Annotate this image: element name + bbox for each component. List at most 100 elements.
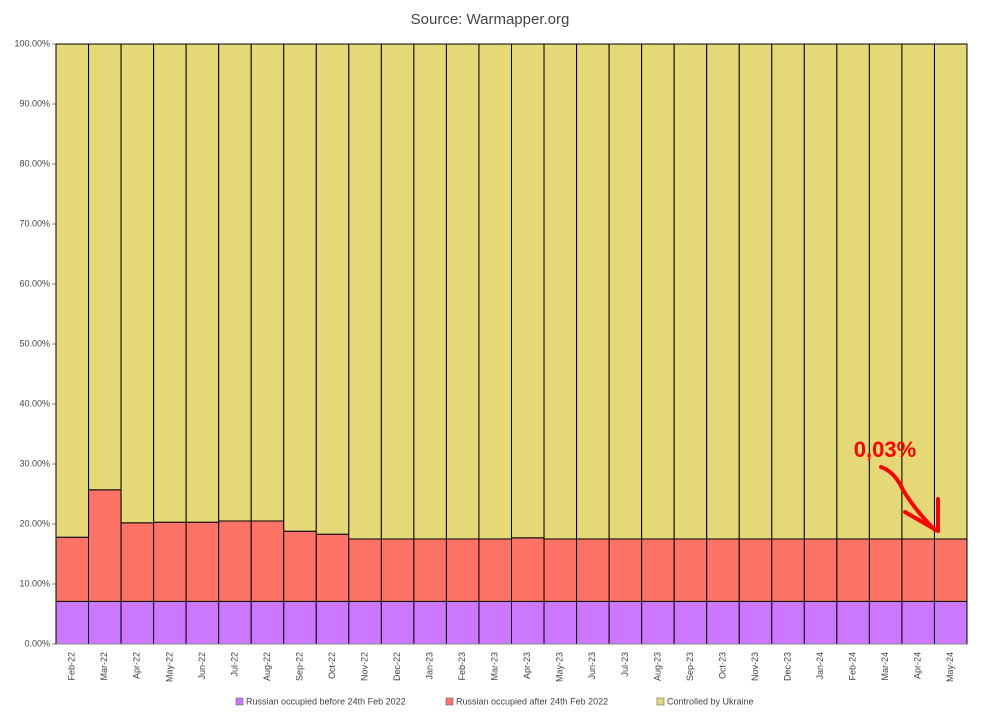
bar-segment bbox=[445, 43, 480, 540]
bar-segment bbox=[803, 600, 838, 645]
x-tick-label: Jan-23 bbox=[425, 652, 435, 680]
bar-segment bbox=[576, 600, 610, 645]
bar-segment bbox=[738, 600, 773, 645]
x-tick-label: Oct-22 bbox=[327, 652, 337, 679]
bar-segment bbox=[901, 538, 935, 602]
y-tick-label: 10.00% bbox=[19, 578, 50, 588]
y-tick-label: 100.00% bbox=[14, 38, 50, 48]
bar-segment bbox=[771, 600, 805, 645]
bar-segment bbox=[120, 43, 155, 524]
y-tick-label: 80.00% bbox=[19, 158, 50, 168]
bar-segment bbox=[641, 600, 675, 645]
bar-segment bbox=[88, 43, 122, 491]
x-tick-label: May-23 bbox=[555, 652, 565, 682]
bar-segment bbox=[413, 600, 447, 645]
bar-segment bbox=[511, 43, 545, 539]
y-tick-label: 60.00% bbox=[19, 278, 50, 288]
bar-segment bbox=[511, 600, 545, 645]
bar-segment bbox=[380, 43, 415, 540]
bar-segment bbox=[868, 43, 903, 540]
y-tick-label: 50.00% bbox=[19, 338, 50, 348]
bar-segment bbox=[576, 43, 610, 540]
bar-segment bbox=[283, 530, 317, 602]
bar-segment bbox=[771, 538, 805, 602]
bar-segment bbox=[933, 600, 968, 645]
bar-segment bbox=[55, 536, 90, 602]
x-tick-label: Jan-24 bbox=[815, 652, 825, 680]
bar-segment bbox=[511, 537, 545, 602]
bar-segment bbox=[478, 538, 513, 602]
bar-segment bbox=[706, 538, 740, 602]
bar-segment bbox=[836, 43, 870, 540]
bar-segment bbox=[348, 600, 382, 645]
bar-segment bbox=[576, 538, 610, 602]
bar-segment bbox=[836, 600, 870, 645]
bar-segment bbox=[250, 600, 285, 645]
legend-label: Russian occupied after 24th Feb 2022 bbox=[456, 696, 608, 706]
bar-segment bbox=[218, 520, 252, 602]
legend-swatch bbox=[445, 697, 454, 706]
x-tick-label: Mar-24 bbox=[880, 652, 890, 681]
chart-title: Source: Warmapper.org bbox=[411, 11, 570, 28]
bar-segment bbox=[608, 538, 643, 602]
bar-segment bbox=[250, 43, 285, 522]
y-tick-label: 0.00% bbox=[24, 638, 50, 648]
bar-segment bbox=[641, 43, 675, 540]
bar-segment bbox=[706, 600, 740, 645]
legend-label: Controlled by Ukraine bbox=[667, 696, 754, 706]
annotation-arrow bbox=[879, 465, 940, 533]
legend-swatch bbox=[235, 697, 244, 706]
x-tick-label: Jul-22 bbox=[229, 652, 239, 677]
bar-segment bbox=[120, 600, 155, 645]
bar-segment bbox=[283, 600, 317, 645]
plot: 0.00% 10.00% 20.00% 30.00% 40.00% 50.00% 60.00… bbox=[14, 38, 968, 706]
bar-segment bbox=[673, 600, 708, 645]
bar-segment bbox=[738, 538, 773, 602]
bar-segment bbox=[153, 521, 187, 602]
x-tick-label: Sep-23 bbox=[685, 652, 695, 681]
bar-segment bbox=[445, 538, 480, 602]
bar-segment bbox=[673, 538, 708, 602]
bar-segment bbox=[283, 43, 317, 532]
bar-segment bbox=[478, 600, 513, 645]
bar-segment bbox=[185, 43, 220, 523]
y-tick-label: 40.00% bbox=[19, 398, 50, 408]
bar-segment bbox=[315, 600, 350, 645]
legend-label: Russian occupied before 24th Feb 2022 bbox=[246, 696, 406, 706]
x-tick-label: Feb-23 bbox=[457, 652, 467, 681]
bar-segment bbox=[315, 43, 350, 535]
x-tick-label: Feb-24 bbox=[848, 652, 858, 681]
bar-segment bbox=[673, 43, 708, 540]
bar-segment bbox=[478, 43, 513, 540]
x-tick-label: Aug-23 bbox=[652, 652, 662, 681]
x-tick-label: Mar-22 bbox=[99, 652, 109, 681]
bar-segment bbox=[738, 43, 773, 540]
x-tick-label: Mar-23 bbox=[490, 652, 500, 681]
bar-segment bbox=[218, 43, 252, 522]
x-tick-label: Nov-23 bbox=[750, 652, 760, 681]
x-tick-label: Apr-24 bbox=[913, 652, 923, 679]
y-tick-label: 20.00% bbox=[19, 518, 50, 528]
x-tick-label: Dec-22 bbox=[392, 652, 402, 681]
x-tick-label: Apr-22 bbox=[132, 652, 142, 679]
y-tick-label: 90.00% bbox=[19, 98, 50, 108]
bar-segment bbox=[185, 600, 220, 645]
x-tick-label: May-24 bbox=[945, 652, 955, 682]
x-tick-label: Jul-23 bbox=[620, 652, 630, 677]
bar-segment bbox=[153, 43, 187, 523]
bar-segment bbox=[380, 600, 415, 645]
bar-segment bbox=[901, 43, 935, 540]
bar-segment bbox=[836, 538, 870, 602]
bar-segment bbox=[641, 538, 675, 602]
bar-segment bbox=[933, 43, 968, 540]
bar-segment bbox=[803, 538, 838, 602]
bar-segment bbox=[445, 600, 480, 645]
bar-segment bbox=[543, 600, 578, 645]
legend-swatch bbox=[656, 697, 665, 706]
x-tick-label: Oct-23 bbox=[717, 652, 727, 679]
bar-segment bbox=[608, 43, 643, 540]
x-tick-label: Apr-23 bbox=[522, 652, 532, 679]
bar-segment bbox=[543, 538, 578, 602]
x-tick-label: Aug-22 bbox=[262, 652, 272, 681]
